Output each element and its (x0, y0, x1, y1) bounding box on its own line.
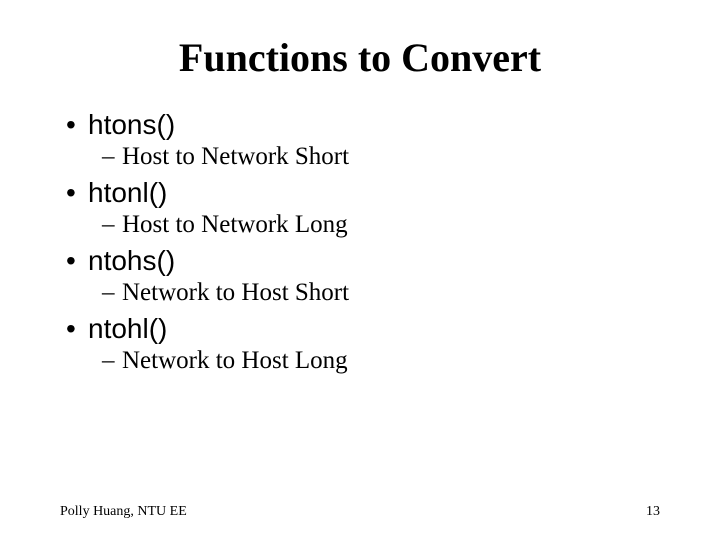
list-subitem: – Host to Network Long (102, 211, 660, 239)
dash-icon: – (102, 347, 122, 375)
list-subitem: – Network to Host Short (102, 279, 660, 307)
page-number: 13 (646, 504, 660, 520)
function-name: htons() (88, 109, 175, 141)
bullet-icon: • (60, 109, 88, 141)
list-subitem: – Network to Host Long (102, 347, 660, 375)
function-name: ntohs() (88, 245, 175, 277)
function-desc: Network to Host Long (122, 347, 348, 375)
bullet-icon: • (60, 177, 88, 209)
list-item: • ntohs() (60, 245, 660, 277)
slide-content: • htons() – Host to Network Short • hton… (60, 109, 660, 375)
slide: Functions to Convert • htons() – Host to… (0, 0, 720, 540)
dash-icon: – (102, 143, 122, 171)
function-desc: Host to Network Short (122, 143, 349, 171)
bullet-icon: • (60, 245, 88, 277)
function-name: htonl() (88, 177, 167, 209)
list-subitem: – Host to Network Short (102, 143, 660, 171)
function-name: ntohl() (88, 313, 167, 345)
list-item: • ntohl() (60, 313, 660, 345)
function-desc: Network to Host Short (122, 279, 349, 307)
list-item: • htonl() (60, 177, 660, 209)
slide-title: Functions to Convert (60, 34, 660, 81)
dash-icon: – (102, 279, 122, 307)
list-item: • htons() (60, 109, 660, 141)
bullet-icon: • (60, 313, 88, 345)
footer-author: Polly Huang, NTU EE (60, 504, 187, 520)
function-desc: Host to Network Long (122, 211, 348, 239)
dash-icon: – (102, 211, 122, 239)
slide-footer: Polly Huang, NTU EE 13 (60, 504, 660, 520)
